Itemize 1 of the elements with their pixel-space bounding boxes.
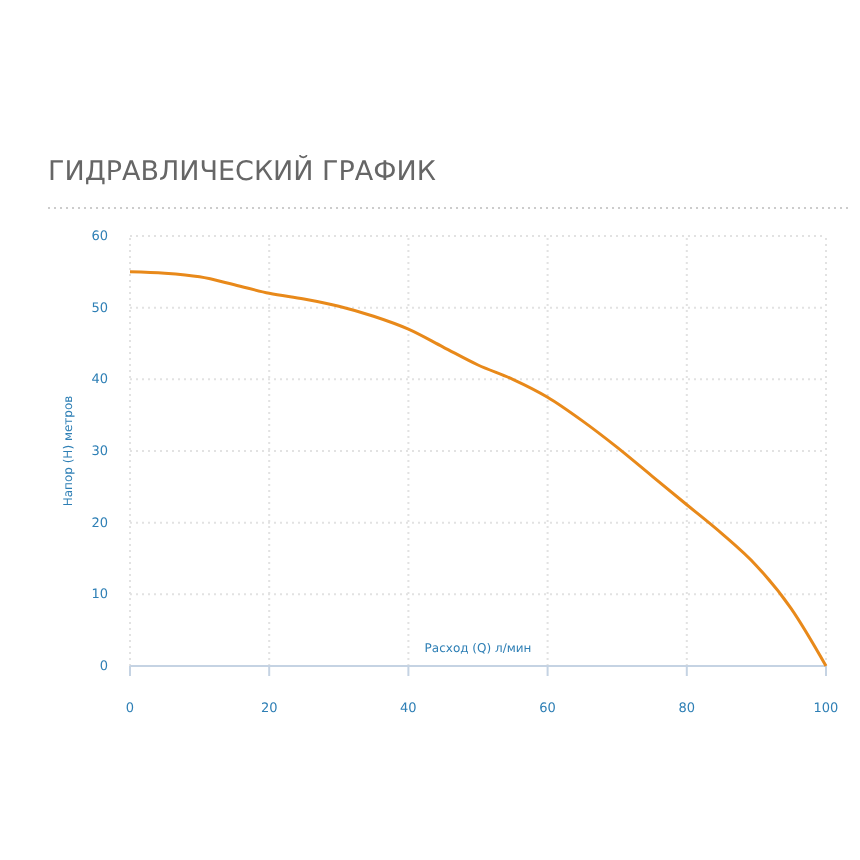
chart-title: ГИДРАВЛИЧЕСКИЙ ГРАФИК	[48, 154, 437, 188]
